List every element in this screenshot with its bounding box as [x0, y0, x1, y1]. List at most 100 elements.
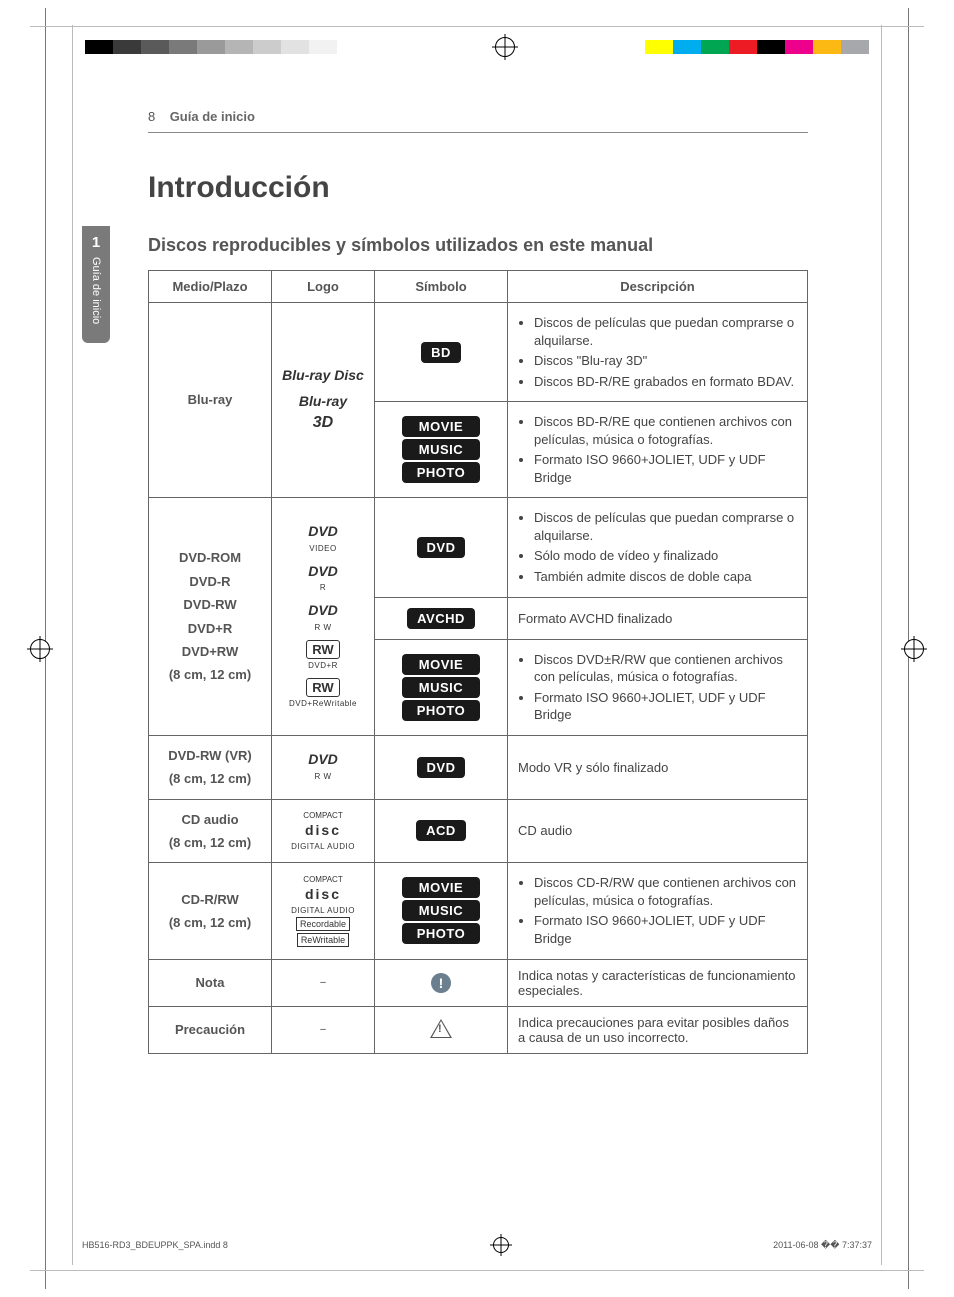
desc-item: Discos de películas que puedan comprarse… — [534, 509, 797, 544]
logo-cell: COMPACT disc DIGITAL AUDIO RecordableReW… — [272, 863, 375, 959]
logo-text: DVD — [308, 751, 338, 767]
print-footer: HB516-RD3_BDEUPPK_SPA.indd 8 2011-06-08 … — [82, 1237, 872, 1253]
swatch — [757, 40, 785, 54]
page-title: Introducción — [148, 171, 808, 205]
desc-cell: Modo VR y sólo finalizado — [508, 735, 808, 799]
badge: MUSIC — [402, 439, 480, 460]
desc-cell: CD audio — [508, 799, 808, 863]
swatch — [169, 40, 197, 54]
badge: MOVIE — [402, 877, 480, 898]
symbol-cell: ! — [375, 1006, 508, 1053]
swatch — [309, 40, 337, 54]
desc-item: También admite discos de doble capa — [534, 568, 797, 586]
badge-dvd: DVD — [417, 757, 466, 778]
grayscale-swatches — [85, 40, 365, 54]
logo-subtext: DIGITAL AUDIO — [282, 905, 364, 916]
logo-subtext: R W — [314, 772, 331, 781]
logo-cell: – — [272, 1006, 375, 1053]
crop-line — [30, 26, 924, 27]
logo-item: DVDVIDEO — [282, 522, 364, 556]
logo-subtext: DIGITAL AUDIO — [282, 841, 364, 852]
registration-mark-icon — [904, 639, 924, 659]
content-area: 8 Guía de inicio Introducción Discos rep… — [148, 108, 808, 1054]
badge: MOVIE — [402, 654, 480, 675]
swatch — [813, 40, 841, 54]
registration-mark-icon — [495, 37, 515, 57]
desc-item: Formato ISO 9660+JOLIET, UDF y UDF Bridg… — [534, 451, 797, 486]
symbol-cell: ! — [375, 959, 508, 1006]
badge: PHOTO — [402, 462, 480, 483]
media-cell: CD audio(8 cm, 12 cm) — [149, 799, 272, 863]
symbol-cell: MOVIEMUSICPHOTO — [375, 402, 508, 498]
registration-bar-top — [0, 38, 954, 56]
badge: MUSIC — [402, 900, 480, 921]
table-row: CD-R/RW(8 cm, 12 cm) COMPACT disc DIGITA… — [149, 863, 808, 959]
page-subtitle: Discos reproducibles y símbolos utilizad… — [148, 235, 808, 256]
logo-item: DVDR — [282, 562, 364, 596]
logo-box: ReWritable — [297, 933, 349, 948]
disc-table: Medio/Plazo Logo Símbolo Descripción Blu… — [148, 270, 808, 1054]
registration-mark-icon — [30, 639, 50, 659]
desc-item: Discos BD-R/RE que contienen archivos co… — [534, 413, 797, 448]
desc-cell: Discos de películas que puedan comprarse… — [508, 498, 808, 597]
symbol-cell: DVD — [375, 735, 508, 799]
logo-item: RWDVD+ReWritable — [282, 679, 364, 711]
desc-item: Discos CD-R/RW que contienen archivos co… — [534, 874, 797, 909]
logo-cell: – — [272, 959, 375, 1006]
table-row: Nota – ! Indica notas y características … — [149, 959, 808, 1006]
media-cell: Blu-ray — [149, 303, 272, 498]
swatch — [841, 40, 869, 54]
desc-cell: Discos de películas que puedan comprarse… — [508, 303, 808, 402]
page-number: 8 — [148, 109, 155, 124]
badge: MUSIC — [402, 677, 480, 698]
desc-cell: Indica notas y características de funcio… — [508, 959, 808, 1006]
breadcrumb: Guía de inicio — [170, 109, 255, 124]
table-row: Precaución – ! Indica precauciones para … — [149, 1006, 808, 1053]
col-media: Medio/Plazo — [149, 271, 272, 303]
col-desc: Descripción — [508, 271, 808, 303]
crop-line — [72, 25, 73, 1265]
symbol-cell: ACD — [375, 799, 508, 863]
logo-item: RWDVD+R — [282, 641, 364, 673]
symbol-cell: AVCHD — [375, 597, 508, 639]
table-row: Blu-ray Blu-ray DiscBlu-ray3D BD Discos … — [149, 303, 808, 402]
crop-line — [30, 1270, 924, 1271]
desc-item: Discos DVD±R/RW que contienen archivos c… — [534, 651, 797, 686]
swatch — [729, 40, 757, 54]
desc-item: Formato ISO 9660+JOLIET, UDF y UDF Bridg… — [534, 912, 797, 947]
registration-mark-icon — [493, 1237, 509, 1253]
color-swatches — [645, 40, 869, 54]
swatch — [197, 40, 225, 54]
desc-item: Discos de películas que puedan comprarse… — [534, 314, 797, 349]
swatch — [253, 40, 281, 54]
swatch — [673, 40, 701, 54]
desc-item: Formato ISO 9660+JOLIET, UDF y UDF Bridg… — [534, 689, 797, 724]
table-row: DVD-ROMDVD-RDVD-RWDVD+RDVD+RW(8 cm, 12 c… — [149, 498, 808, 597]
section-tab: 1 Guía de inicio — [82, 226, 110, 343]
swatch — [113, 40, 141, 54]
desc-item: Discos BD-R/RE grabados en formato BDAV. — [534, 373, 797, 391]
badge: PHOTO — [402, 700, 480, 721]
table-header-row: Medio/Plazo Logo Símbolo Descripción — [149, 271, 808, 303]
logo-cell: Blu-ray DiscBlu-ray3D — [272, 303, 375, 498]
logo-text: disc — [282, 821, 364, 841]
desc-cell: Discos DVD±R/RW que contienen archivos c… — [508, 639, 808, 735]
section-number: 1 — [82, 234, 110, 251]
footer-timestamp: 2011-06-08 �� 7:37:37 — [773, 1240, 872, 1251]
swatch — [645, 40, 673, 54]
logo-item: Blu-ray3D — [282, 392, 364, 434]
col-symbol: Símbolo — [375, 271, 508, 303]
logo-item: DVDR W — [282, 601, 364, 635]
swatch — [701, 40, 729, 54]
crop-line — [881, 25, 882, 1265]
swatch — [281, 40, 309, 54]
desc-cell: Discos BD-R/RE que contienen archivos co… — [508, 402, 808, 498]
media-cell: Precaución — [149, 1006, 272, 1053]
logo-cell: DVD R W — [272, 735, 375, 799]
swatch — [785, 40, 813, 54]
logo-cell: DVDVIDEO DVDR DVDR W RWDVD+R RWDVD+ReWritabl… — [272, 498, 375, 735]
symbol-cell: MOVIEMUSICPHOTO — [375, 639, 508, 735]
logo-box: Recordable — [296, 917, 350, 932]
media-cell: CD-R/RW(8 cm, 12 cm) — [149, 863, 272, 959]
logo-cell: COMPACT disc DIGITAL AUDIO — [272, 799, 375, 863]
